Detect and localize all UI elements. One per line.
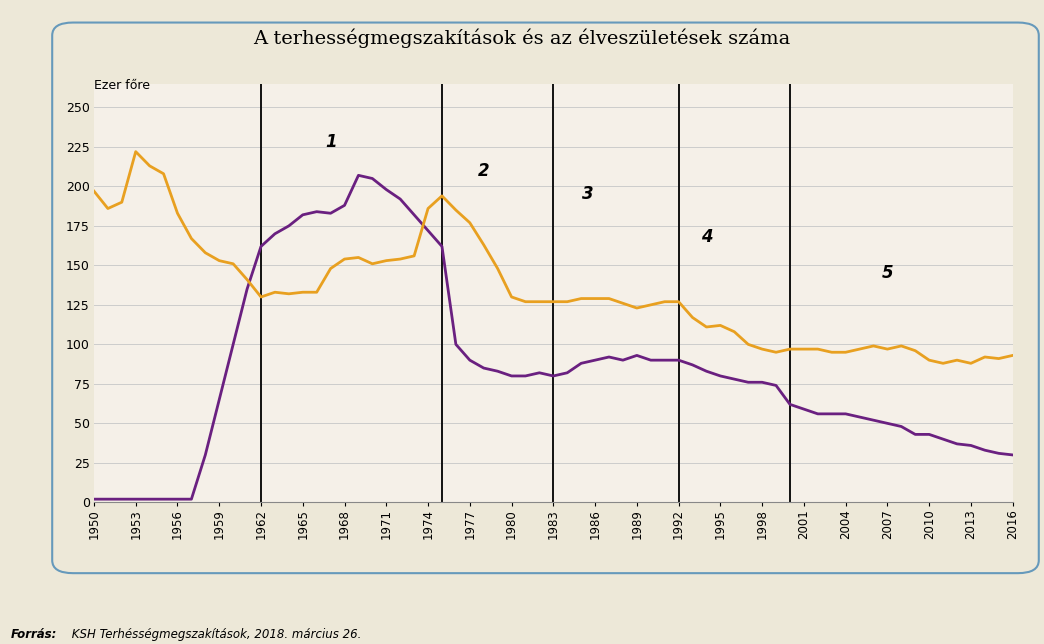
Text: 1: 1 [325,133,336,151]
Text: 2: 2 [478,162,490,180]
Text: KSH Terhésségmegszakítások, 2018. március 26.: KSH Terhésségmegszakítások, 2018. márciu… [68,628,361,641]
Text: 4: 4 [701,228,712,246]
Text: A terhességmegszakítások és az élveszületések száma: A terhességmegszakítások és az élveszüle… [254,29,790,48]
Text: 5: 5 [881,264,894,282]
Text: Forrás:: Forrás: [10,628,56,641]
Text: 3: 3 [583,185,594,204]
Text: Ezer főre: Ezer főre [94,79,150,92]
